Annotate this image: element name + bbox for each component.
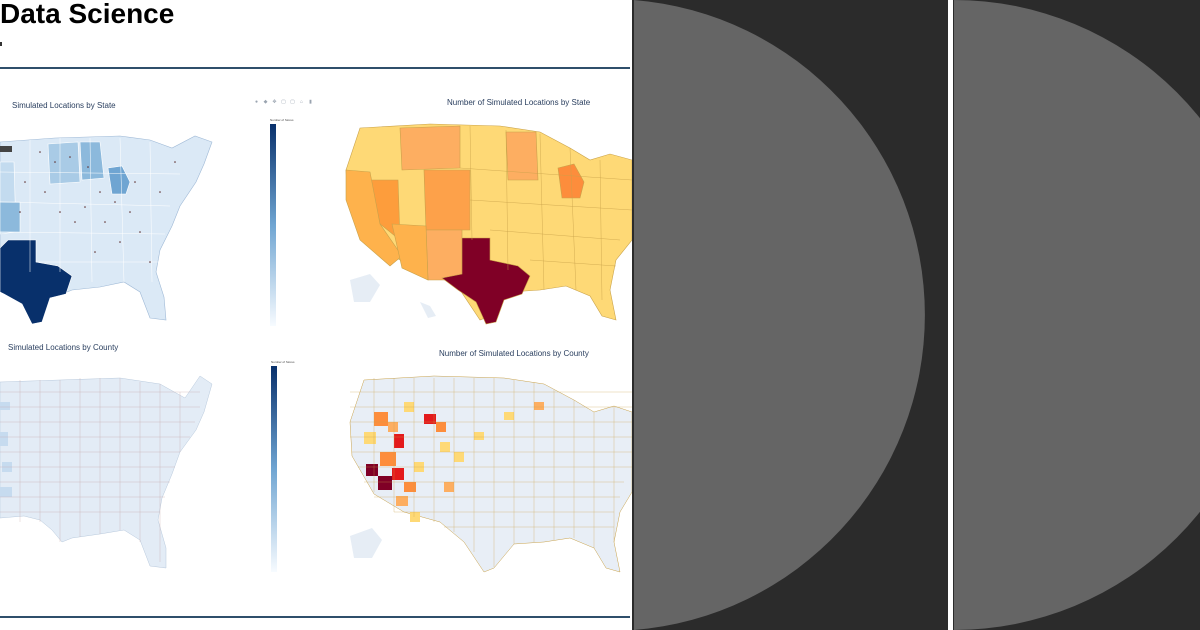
state-az-heat xyxy=(391,223,429,281)
alaska-shape xyxy=(350,274,380,302)
us-shape-county-blue xyxy=(0,375,213,569)
circle-shapes xyxy=(634,0,1200,630)
state-mt-heat xyxy=(399,125,461,171)
reset-icon[interactable]: ⌂ xyxy=(299,99,304,105)
state-mi-blue xyxy=(107,165,131,195)
colorbar-title-2: Number of Stores xyxy=(271,360,295,364)
colorbar-title-1: Number of Stores xyxy=(270,118,294,122)
state-map-heat xyxy=(345,123,632,325)
panel-title-state-blue: Simulated Locations by State xyxy=(12,101,116,110)
bottom-rule xyxy=(0,616,630,618)
panel-title-county-blue: Simulated Locations by County xyxy=(8,343,119,352)
zoom-out-icon[interactable]: ▢ xyxy=(290,99,295,105)
zoom-in-icon[interactable]: ▢ xyxy=(281,99,286,105)
zoom-icon[interactable]: ◆ xyxy=(263,99,268,105)
colorbar-blue-1 xyxy=(270,124,276,326)
slide-title: Data Science xyxy=(0,0,175,29)
state-mi-heat xyxy=(557,163,585,199)
presentation-slide: Data Science Simulated Locations by Stat… xyxy=(0,0,632,618)
state-nd-sd-blue xyxy=(47,141,81,185)
state-co-blue xyxy=(0,201,21,233)
pan-icon[interactable]: ✥ xyxy=(272,99,277,105)
state-wy-co-heat xyxy=(423,169,471,231)
panel-title-county-heat: Number of Simulated Locations by County xyxy=(439,349,589,358)
state-borders-heat xyxy=(459,125,632,301)
half-circle-right xyxy=(954,0,1200,630)
top-rule xyxy=(0,67,630,69)
state-tx-heat xyxy=(441,237,531,325)
state-ca-heat xyxy=(345,169,403,267)
state-borders-blue xyxy=(0,137,181,283)
legend-chip xyxy=(0,146,12,152)
state-mn-heat xyxy=(505,131,539,181)
state-nm-heat xyxy=(425,229,463,281)
panel-title-state-heat: Number of Simulated Locations by State xyxy=(447,98,591,107)
county-blocks-heat xyxy=(364,402,544,522)
state-mn-blue xyxy=(79,141,105,181)
alaska-shape-county xyxy=(350,528,382,558)
county-map-blue xyxy=(0,375,213,569)
hawaii-shape xyxy=(420,302,436,318)
half-circle-left xyxy=(634,0,925,630)
state-map-blue xyxy=(0,135,213,325)
county-map-heat xyxy=(349,375,632,573)
county-grid-blue xyxy=(0,378,200,562)
plot-toolbar: ● ◆ ✥ ▢ ▢ ⌂ ▮ xyxy=(254,100,313,105)
colorbar-blue-2 xyxy=(271,366,277,572)
county-grid-heat xyxy=(350,378,632,567)
plotly-logo-icon[interactable]: ▮ xyxy=(309,99,312,105)
camera-icon[interactable]: ● xyxy=(254,99,259,105)
title-mark xyxy=(0,42,2,46)
store-dots-state xyxy=(19,151,176,263)
panel-divider xyxy=(948,0,953,630)
state-tx-blue xyxy=(0,239,73,325)
